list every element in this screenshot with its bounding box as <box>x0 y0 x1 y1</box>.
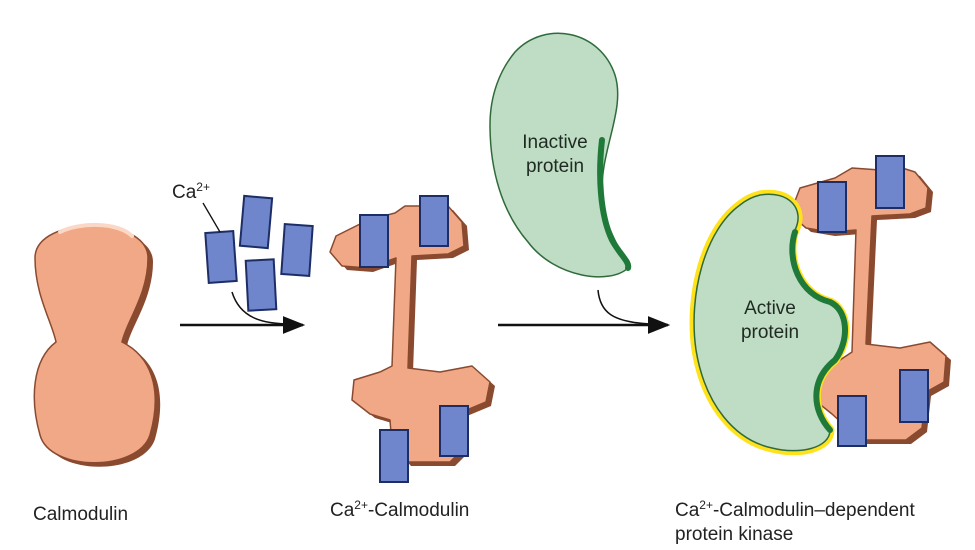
calmodulin-label: Calmodulin <box>33 504 129 525</box>
kinase-bound-ions <box>817 155 929 447</box>
ion-square-icon <box>439 405 469 457</box>
ion-square-icon <box>244 258 278 312</box>
ion-square-icon <box>875 155 905 209</box>
ion-square-icon <box>837 395 867 447</box>
ion-square-icon <box>238 194 274 250</box>
ion-square-icon <box>899 369 929 423</box>
kinase-label: Ca2+-Calmodulin–dependent protein kinase <box>675 498 915 545</box>
ca-calmodulin-shape <box>329 195 495 483</box>
ion-square-icon <box>817 181 847 233</box>
ion-square-icon <box>379 429 409 483</box>
ion-square-icon <box>204 230 238 284</box>
inactive-protein-label: Inactive protein <box>522 132 588 177</box>
free-calcium-ions <box>202 194 314 312</box>
reaction-arrow-1 <box>180 291 306 334</box>
ca-calmodulin-label: Ca2+-Calmodulin <box>330 498 470 521</box>
calmodulin-shape <box>33 222 161 467</box>
ca-ion-label: Ca2+ <box>172 180 210 203</box>
active-protein-label: Active protein <box>740 298 800 343</box>
active-protein-shape <box>689 189 850 456</box>
ion-square-icon <box>359 214 389 268</box>
ion-square-icon <box>419 195 449 247</box>
ion-square-icon <box>280 223 314 277</box>
reaction-arrow-2 <box>498 289 671 334</box>
inactive-protein-shape <box>489 32 632 278</box>
